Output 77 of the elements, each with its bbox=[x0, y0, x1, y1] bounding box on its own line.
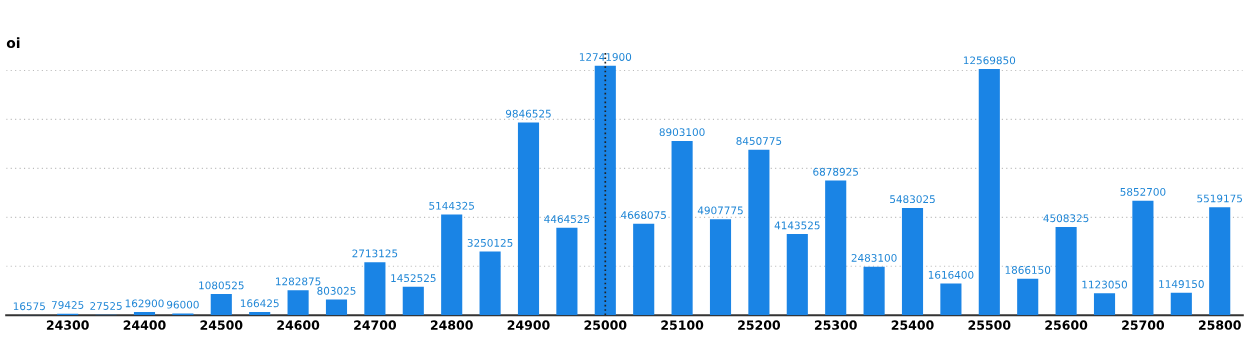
bar bbox=[402, 286, 424, 316]
bar bbox=[1055, 226, 1077, 316]
bar bbox=[1017, 278, 1039, 316]
bar bbox=[441, 214, 463, 316]
data-label: 8903100 bbox=[659, 128, 705, 137]
y-axis-title: oi bbox=[6, 37, 20, 49]
bar bbox=[325, 299, 348, 316]
data-label: 1282875 bbox=[276, 277, 321, 286]
bar bbox=[364, 262, 386, 316]
bar bbox=[671, 140, 693, 316]
x-tick-label: 24300 bbox=[46, 320, 89, 330]
bar bbox=[479, 251, 501, 316]
bar bbox=[249, 312, 271, 316]
data-label: 1080525 bbox=[199, 281, 244, 290]
bar bbox=[1170, 292, 1192, 316]
x-tick-label: 25700 bbox=[1122, 320, 1165, 330]
x-tick-label: 25600 bbox=[1045, 320, 1088, 330]
bar bbox=[556, 227, 578, 316]
bar bbox=[287, 290, 309, 316]
bar bbox=[1093, 293, 1116, 316]
bar bbox=[940, 283, 962, 316]
x-tick-label: 25500 bbox=[968, 320, 1011, 330]
bar bbox=[133, 312, 156, 316]
data-label: 166425 bbox=[240, 299, 279, 308]
data-label: 4668075 bbox=[621, 211, 666, 220]
data-label: 6878925 bbox=[813, 167, 858, 176]
data-label: 16575 bbox=[13, 302, 45, 311]
bar bbox=[748, 149, 770, 316]
bar bbox=[901, 207, 924, 316]
x-tick-label: 25400 bbox=[891, 320, 934, 330]
data-label: 1123050 bbox=[1082, 280, 1128, 289]
data-label: 9846525 bbox=[505, 109, 551, 118]
x-tick-label: 24500 bbox=[200, 320, 243, 330]
x-tick-label: 24900 bbox=[507, 320, 550, 330]
x-tick-label: 24600 bbox=[277, 320, 320, 330]
bar bbox=[863, 266, 885, 316]
data-label: 1149150 bbox=[1159, 280, 1204, 288]
data-label: 12569850 bbox=[963, 56, 1016, 65]
data-label: 4143525 bbox=[774, 221, 820, 230]
data-label: 12741900 bbox=[579, 53, 632, 61]
data-label: 5144325 bbox=[429, 201, 474, 210]
data-label: 27525 bbox=[90, 302, 122, 310]
x-tick-label: 25100 bbox=[661, 320, 704, 330]
bar bbox=[633, 223, 655, 316]
data-label: 162900 bbox=[125, 299, 164, 308]
bar bbox=[709, 219, 732, 316]
bar bbox=[1132, 200, 1154, 316]
x-tick-label: 24400 bbox=[123, 320, 166, 330]
bar bbox=[210, 294, 232, 316]
data-label: 4464525 bbox=[544, 215, 590, 224]
data-label: 8450775 bbox=[736, 137, 782, 145]
data-label: 96000 bbox=[166, 300, 199, 309]
data-label: 79425 bbox=[51, 301, 84, 309]
data-label: 1452525 bbox=[391, 274, 436, 283]
x-tick-label: 24700 bbox=[354, 320, 397, 330]
data-label: 5852700 bbox=[1120, 187, 1166, 196]
data-label: 5483025 bbox=[890, 195, 935, 204]
x-tick-label: 25300 bbox=[814, 320, 857, 330]
data-label: 4508325 bbox=[1043, 214, 1089, 223]
x-tick-label: 24800 bbox=[430, 320, 473, 330]
data-label: 5519175 bbox=[1197, 194, 1242, 203]
x-tick-label: 25800 bbox=[1198, 320, 1241, 330]
data-label: 1616400 bbox=[928, 270, 974, 279]
bar bbox=[786, 234, 808, 316]
bar bbox=[517, 122, 540, 316]
data-label: 2483100 bbox=[851, 253, 897, 262]
bar bbox=[825, 180, 847, 316]
data-label: 3250125 bbox=[467, 238, 513, 247]
bar bbox=[978, 69, 1000, 316]
data-label: 2713125 bbox=[352, 249, 398, 258]
data-label: 803025 bbox=[317, 286, 356, 295]
x-tick-label: 25200 bbox=[738, 320, 781, 330]
x-tick-label: 25000 bbox=[584, 320, 627, 330]
bar bbox=[594, 65, 616, 316]
data-label: 4907775 bbox=[697, 206, 743, 215]
data-label: 1866150 bbox=[1005, 266, 1051, 274]
bar bbox=[1209, 207, 1231, 316]
